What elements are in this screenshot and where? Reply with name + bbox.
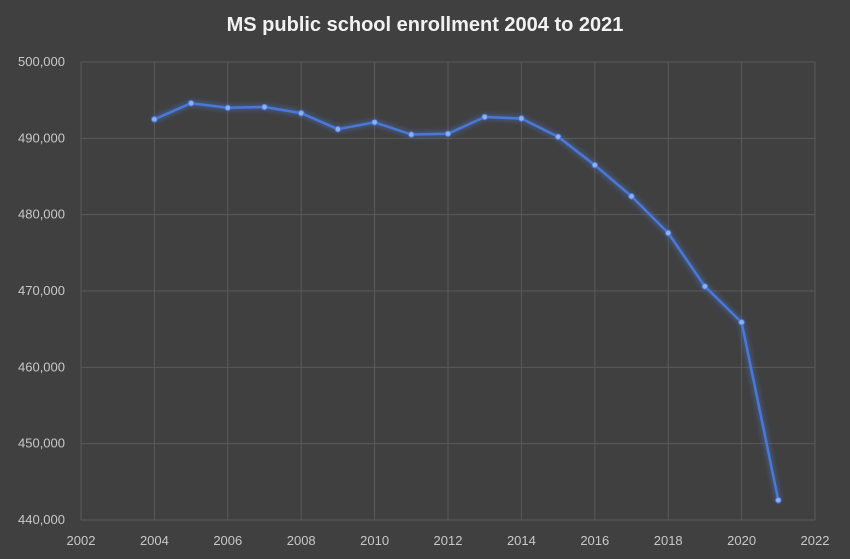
series-line [153, 101, 780, 502]
data-point [334, 125, 342, 133]
data-point [701, 283, 709, 290]
x-tick-label: 2014 [507, 533, 536, 548]
x-tick-label: 2018 [654, 533, 683, 548]
x-tick-label: 2004 [140, 533, 169, 548]
data-point [408, 131, 415, 138]
y-tick-label: 460,000 [18, 359, 65, 374]
x-tick-label: 2012 [434, 533, 463, 548]
x-tick-label: 2022 [801, 533, 830, 548]
x-tick-label: 2016 [580, 533, 609, 548]
data-point [591, 161, 599, 169]
x-tick-label: 2020 [727, 533, 756, 548]
y-tick-label: 440,000 [18, 512, 65, 527]
data-point [224, 104, 232, 112]
data-point [628, 193, 635, 200]
x-tick-label: 2002 [67, 533, 96, 548]
data-point [481, 113, 489, 121]
y-tick-label: 490,000 [18, 130, 65, 145]
data-point [444, 130, 452, 138]
y-tick-label: 480,000 [18, 207, 65, 222]
data-point [775, 496, 782, 504]
x-tick-label: 2010 [360, 533, 389, 548]
chart-title: MS public school enrollment 2004 to 2021 [226, 14, 624, 36]
y-tick-label: 500,000 [18, 54, 65, 69]
data-point [187, 99, 195, 107]
data-point [554, 133, 562, 141]
y-tick-label: 470,000 [18, 283, 65, 298]
x-tick-label: 2008 [287, 533, 316, 548]
data-point [261, 103, 268, 111]
data-point [738, 318, 745, 326]
y-tick-label: 450,000 [18, 436, 65, 451]
x-tick-label: 2006 [213, 533, 242, 548]
data-point [664, 229, 672, 237]
data-point [151, 115, 158, 123]
data-point [297, 109, 305, 117]
data-point [518, 115, 525, 122]
data-point [371, 119, 378, 126]
